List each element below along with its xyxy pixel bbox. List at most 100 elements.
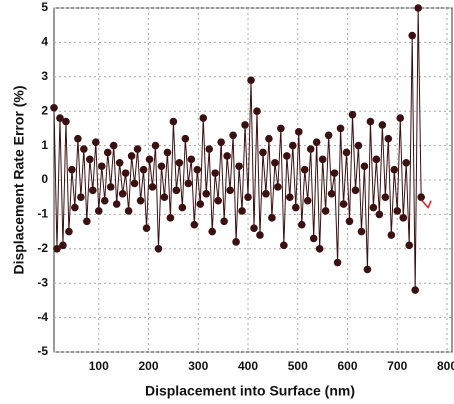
data-point — [294, 128, 303, 136]
data-point — [366, 117, 375, 126]
data-point — [283, 152, 291, 160]
y-tick-label: 4 — [41, 35, 48, 49]
data-point — [106, 183, 115, 191]
data-point — [68, 165, 76, 174]
data-point — [71, 203, 79, 212]
data-point — [130, 179, 139, 188]
data-point — [77, 193, 85, 201]
y-tick-label: 2 — [41, 103, 48, 117]
y-tick-label: -3 — [37, 275, 48, 289]
data-point — [91, 138, 100, 146]
y-tick-label: -2 — [37, 241, 48, 255]
data-point — [309, 234, 318, 243]
data-point — [50, 103, 58, 112]
data-point — [80, 145, 88, 153]
data-point — [178, 203, 187, 212]
data-point — [103, 148, 112, 157]
data-point — [94, 207, 103, 215]
data-point — [232, 238, 240, 246]
data-point — [97, 162, 106, 171]
data-point — [86, 155, 94, 164]
y-tick-label: 5 — [41, 0, 48, 14]
data-point — [139, 165, 148, 174]
y-axis-label: Displacement Rate Error (%) — [11, 85, 27, 274]
x-tick-label: 200 — [139, 359, 159, 373]
data-point — [160, 193, 169, 201]
data-point — [378, 121, 387, 129]
data-point — [280, 241, 288, 250]
data-point — [369, 203, 378, 212]
y-tick-label: -1 — [37, 207, 48, 221]
data-point — [100, 196, 109, 205]
x-tick-label: 600 — [338, 359, 358, 373]
y-tick-label: 0 — [41, 172, 48, 186]
data-point — [262, 189, 270, 198]
data-point — [223, 152, 231, 160]
data-point — [169, 117, 178, 126]
data-point — [277, 124, 285, 133]
data-point — [89, 186, 97, 195]
data-point — [399, 214, 408, 222]
data-point — [303, 196, 312, 205]
data-point — [133, 145, 142, 153]
data-point — [59, 241, 67, 250]
data-point — [241, 121, 249, 129]
data-point — [247, 76, 255, 85]
series-line — [53, 7, 422, 291]
data-point — [250, 224, 258, 232]
data-point — [387, 231, 396, 239]
data-point — [336, 124, 345, 133]
data-point — [238, 207, 246, 215]
data-point — [74, 134, 82, 143]
data-point — [411, 286, 419, 294]
data-point — [205, 145, 214, 153]
data-point — [390, 165, 399, 174]
data-point — [181, 134, 190, 143]
x-tick-label: 700 — [387, 359, 407, 373]
data-point — [196, 200, 205, 208]
x-tick-label: 300 — [188, 359, 208, 373]
x-tick-label: 500 — [288, 359, 308, 373]
data-point — [217, 138, 225, 146]
data-point — [265, 134, 273, 143]
data-point — [127, 152, 136, 160]
data-point — [151, 141, 160, 150]
data-point — [354, 141, 363, 150]
data-point — [393, 207, 402, 215]
data-point — [300, 165, 309, 174]
data-point — [53, 245, 61, 253]
data-point — [118, 189, 127, 198]
data-point — [112, 200, 121, 208]
y-tick-label: 1 — [41, 138, 48, 152]
data-point — [136, 196, 145, 205]
data-point — [244, 193, 252, 201]
data-point — [339, 200, 348, 208]
x-tick-label: 400 — [238, 359, 258, 373]
data-point — [229, 131, 237, 140]
data-point — [291, 203, 300, 212]
y-tick-label: -5 — [37, 344, 48, 358]
data-point — [148, 183, 157, 191]
data-point — [187, 155, 196, 164]
data-point — [259, 148, 267, 157]
data-point — [286, 193, 294, 201]
data-point — [199, 114, 208, 122]
data-point — [142, 224, 151, 232]
data-point — [306, 145, 315, 153]
data-point — [315, 245, 324, 253]
data-point — [312, 138, 321, 146]
data-point — [208, 227, 217, 236]
series-line — [421, 200, 432, 209]
data-point — [166, 214, 175, 222]
data-point — [235, 162, 243, 171]
data-point — [297, 220, 306, 229]
data-point — [124, 207, 133, 215]
data-point — [357, 227, 366, 236]
data-point — [163, 148, 172, 157]
data-point — [190, 220, 199, 229]
data-point — [274, 183, 282, 191]
y-tick-label: 3 — [41, 69, 48, 83]
data-point — [408, 31, 417, 40]
data-point — [172, 186, 181, 195]
